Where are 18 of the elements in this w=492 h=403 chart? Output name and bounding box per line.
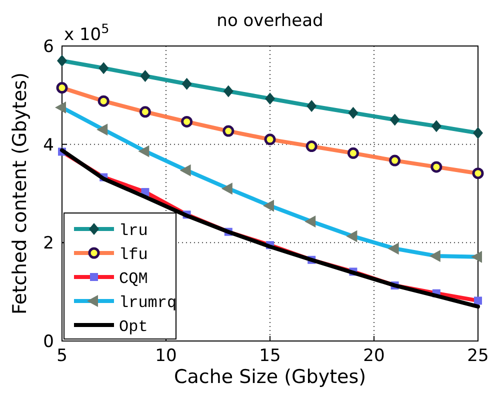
- y-tick-label: 4: [43, 135, 54, 156]
- y-axis-title: Fetched content (Gbytes): [9, 72, 31, 314]
- x-tick-label: 5: [56, 346, 68, 366]
- y-tick-label: 2: [43, 234, 54, 254]
- x-axis-title: Cache Size (Gbytes): [174, 366, 366, 388]
- legend-label: Opt: [119, 318, 148, 336]
- legend-label: lrumrq: [119, 294, 177, 312]
- legend-label: lfu: [119, 246, 148, 264]
- y-tick-label: 0: [43, 332, 54, 352]
- x-tick-label: 10: [155, 346, 177, 366]
- x-tick-label: 25: [467, 346, 489, 366]
- x-tick-label: 20: [363, 346, 385, 366]
- text: x 10$^{5}$: [64, 22, 110, 45]
- chart-title: no overhead: [216, 11, 324, 31]
- legend-label: CQM: [119, 270, 148, 288]
- x-tick-label: 15: [259, 346, 281, 366]
- legend-label: lru: [119, 222, 148, 240]
- y-tick-label: 6: [43, 37, 54, 57]
